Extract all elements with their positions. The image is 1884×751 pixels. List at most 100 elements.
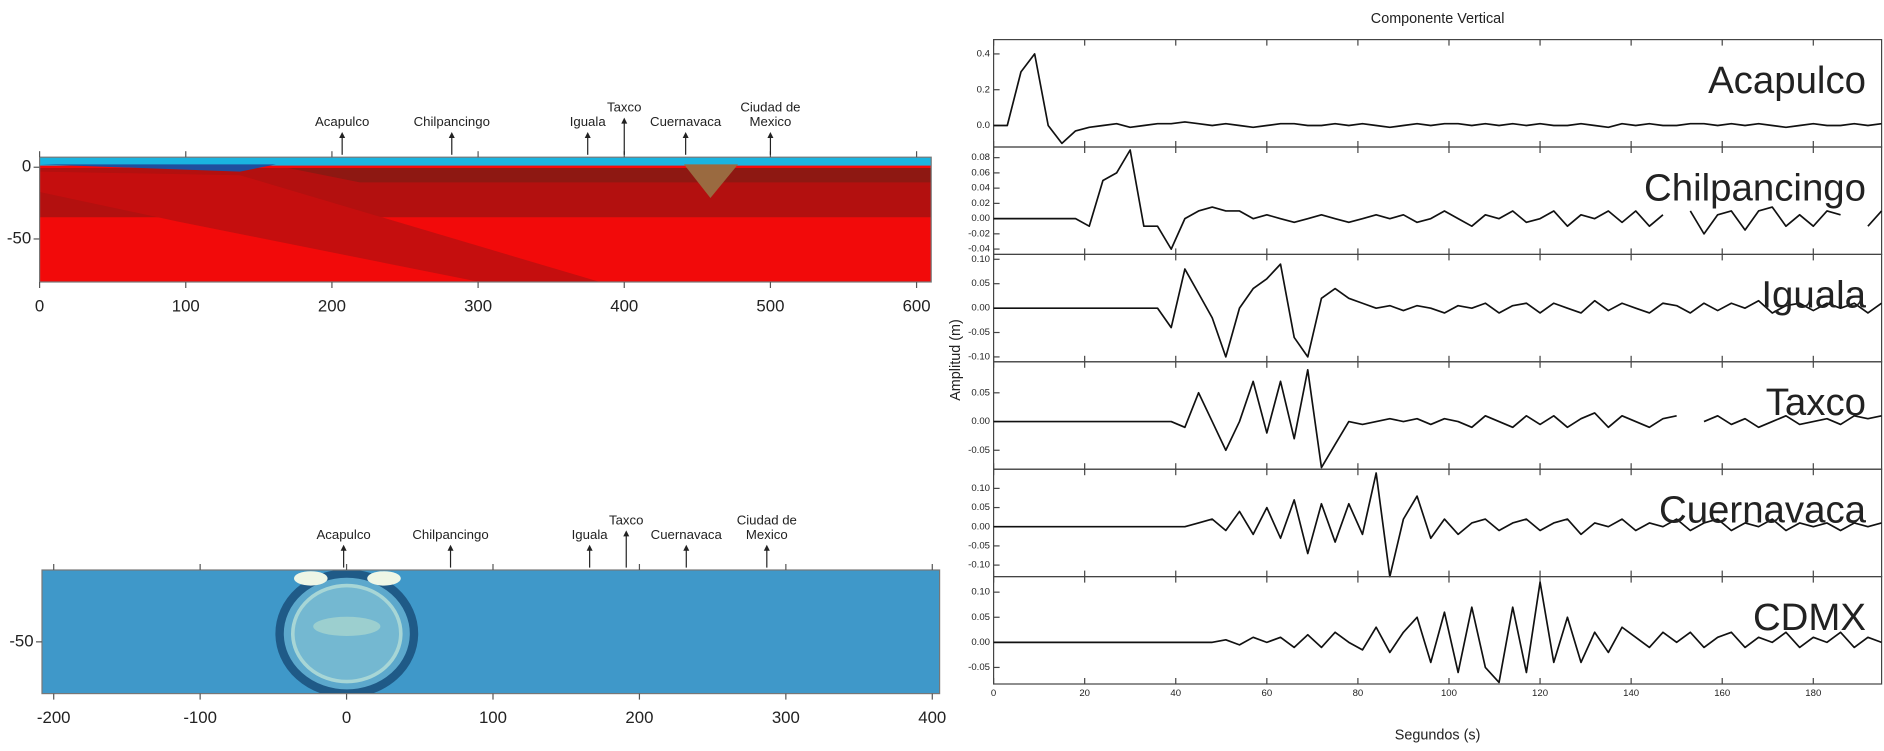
x-tick-label: -100: [183, 708, 217, 727]
station-arrowhead: [683, 544, 690, 551]
station-arrowhead: [584, 132, 591, 138]
x-tick-label: 600: [903, 297, 931, 316]
x-tick-label: -200: [37, 708, 71, 727]
x-tick-label: 300: [464, 297, 492, 316]
station-name: Iguala: [1761, 274, 1866, 317]
y-tick-label: -0.05: [968, 540, 990, 551]
x-tick-label: 80: [1353, 688, 1364, 699]
station-label: Cuernavaca: [650, 115, 722, 130]
station-label: Chilpancingo: [413, 115, 490, 130]
station-arrowhead: [763, 544, 770, 551]
station-arrowhead: [586, 544, 593, 551]
station-label: Taxco: [608, 513, 644, 528]
y-tick-label: 0.00: [971, 303, 990, 314]
station-label: Cuernavaca: [650, 528, 722, 543]
x-tick-label: 100: [172, 297, 200, 316]
y-tick-label: 0.10: [971, 483, 990, 494]
x-tick-label: 400: [610, 297, 638, 316]
x-tick-label: 300: [772, 708, 800, 727]
x-axis-label: Segundos (s): [1395, 727, 1481, 743]
plot-frame: [39, 156, 932, 283]
waveform: [993, 53, 1882, 145]
station-label: Ciudad de Mexico: [740, 100, 801, 130]
x-tick-label: 0: [35, 297, 44, 316]
y-tick-label: 0.04: [971, 183, 990, 194]
waveform: [993, 581, 1882, 684]
x-tick-label: 0: [991, 688, 996, 699]
y-tick-label: -0.10: [968, 351, 990, 362]
station-arrowhead: [767, 132, 774, 138]
station-arrowhead: [447, 544, 454, 551]
station-arrowhead: [448, 132, 455, 138]
x-tick-label: 120: [1532, 688, 1548, 699]
y-tick-label: 0.4: [977, 48, 991, 59]
y-tick-label: 0.00: [971, 521, 990, 532]
station-name: Chilpancingo: [1644, 166, 1866, 209]
y-tick-label: -0.05: [968, 327, 990, 338]
y-tick-label: 0: [22, 157, 31, 176]
station-label: Iguala: [571, 528, 608, 543]
y-tick-label: 0.08: [971, 152, 990, 163]
y-tick-label: 0.00: [971, 213, 990, 224]
y-tick-label: 0.05: [971, 612, 990, 623]
station-name: Taxco: [1766, 381, 1866, 424]
y-tick-label: 0.02: [971, 198, 990, 209]
station-arrowhead: [621, 117, 628, 124]
station-label: Acapulco: [314, 115, 370, 130]
station-label: Iguala: [569, 115, 606, 130]
x-tick-label: 180: [1805, 688, 1821, 699]
x-tick-label: 20: [1079, 688, 1090, 699]
waveform: [993, 369, 1882, 469]
station-name: CDMX: [1753, 596, 1866, 639]
station-arrowhead: [339, 132, 346, 138]
y-tick-label: -0.04: [968, 244, 991, 255]
y-tick-label: -0.10: [968, 560, 990, 571]
x-tick-label: 100: [479, 708, 507, 727]
y-tick-label: 0.10: [971, 587, 990, 598]
x-tick-label: 100: [1441, 688, 1457, 699]
x-tick-label: 0: [342, 708, 351, 727]
station-label: Chilpancingo: [412, 528, 489, 543]
x-tick-label: 140: [1623, 688, 1639, 699]
y-tick-label: 0.10: [971, 254, 990, 265]
seismogram-title: Componente Vertical: [1371, 11, 1505, 27]
x-tick-label: 60: [1261, 688, 1272, 699]
y-tick-label: -0.05: [968, 445, 990, 456]
x-tick-label: 40: [1170, 688, 1181, 699]
y-tick-label: 0.00: [971, 637, 990, 648]
station-name: Cuernavaca: [1659, 489, 1867, 532]
x-tick-label: 160: [1714, 688, 1730, 699]
panel-frame: [993, 361, 1883, 470]
y-tick-label: 0.00: [971, 416, 990, 427]
y-tick-label: -50: [7, 228, 31, 247]
section-layers: [39, 157, 932, 282]
y-tick-label: -0.05: [968, 662, 990, 673]
y-tick-label: -0.02: [968, 228, 990, 239]
waveform: [993, 149, 1883, 250]
waveform: [993, 472, 1882, 578]
y-tick-label: 0.2: [977, 84, 990, 95]
y-tick-label: 0.05: [971, 387, 990, 398]
station-label: Acapulco: [316, 528, 371, 543]
station-label: Ciudad de Mexico: [736, 513, 797, 543]
y-tick-label: -50: [9, 631, 33, 650]
y-tick-label: 0.06: [971, 167, 990, 178]
x-tick-label: 200: [318, 297, 346, 316]
y-axis-label: Amplitud (m): [948, 319, 964, 401]
station-name: Acapulco: [1708, 59, 1866, 102]
x-tick-label: 500: [756, 297, 784, 316]
y-tick-label: 0.05: [971, 278, 990, 289]
station-arrowhead: [340, 544, 347, 551]
y-tick-label: 0.05: [971, 502, 990, 513]
snapshot-field: [42, 570, 940, 694]
y-tick-label: 0.0: [977, 120, 990, 131]
x-tick-label: 400: [918, 708, 946, 727]
plot-frame: [41, 569, 941, 695]
station-arrowhead: [623, 530, 630, 537]
station-arrowhead: [682, 132, 689, 138]
station-label: Taxco: [606, 100, 642, 116]
panel-frame: [993, 576, 1883, 685]
